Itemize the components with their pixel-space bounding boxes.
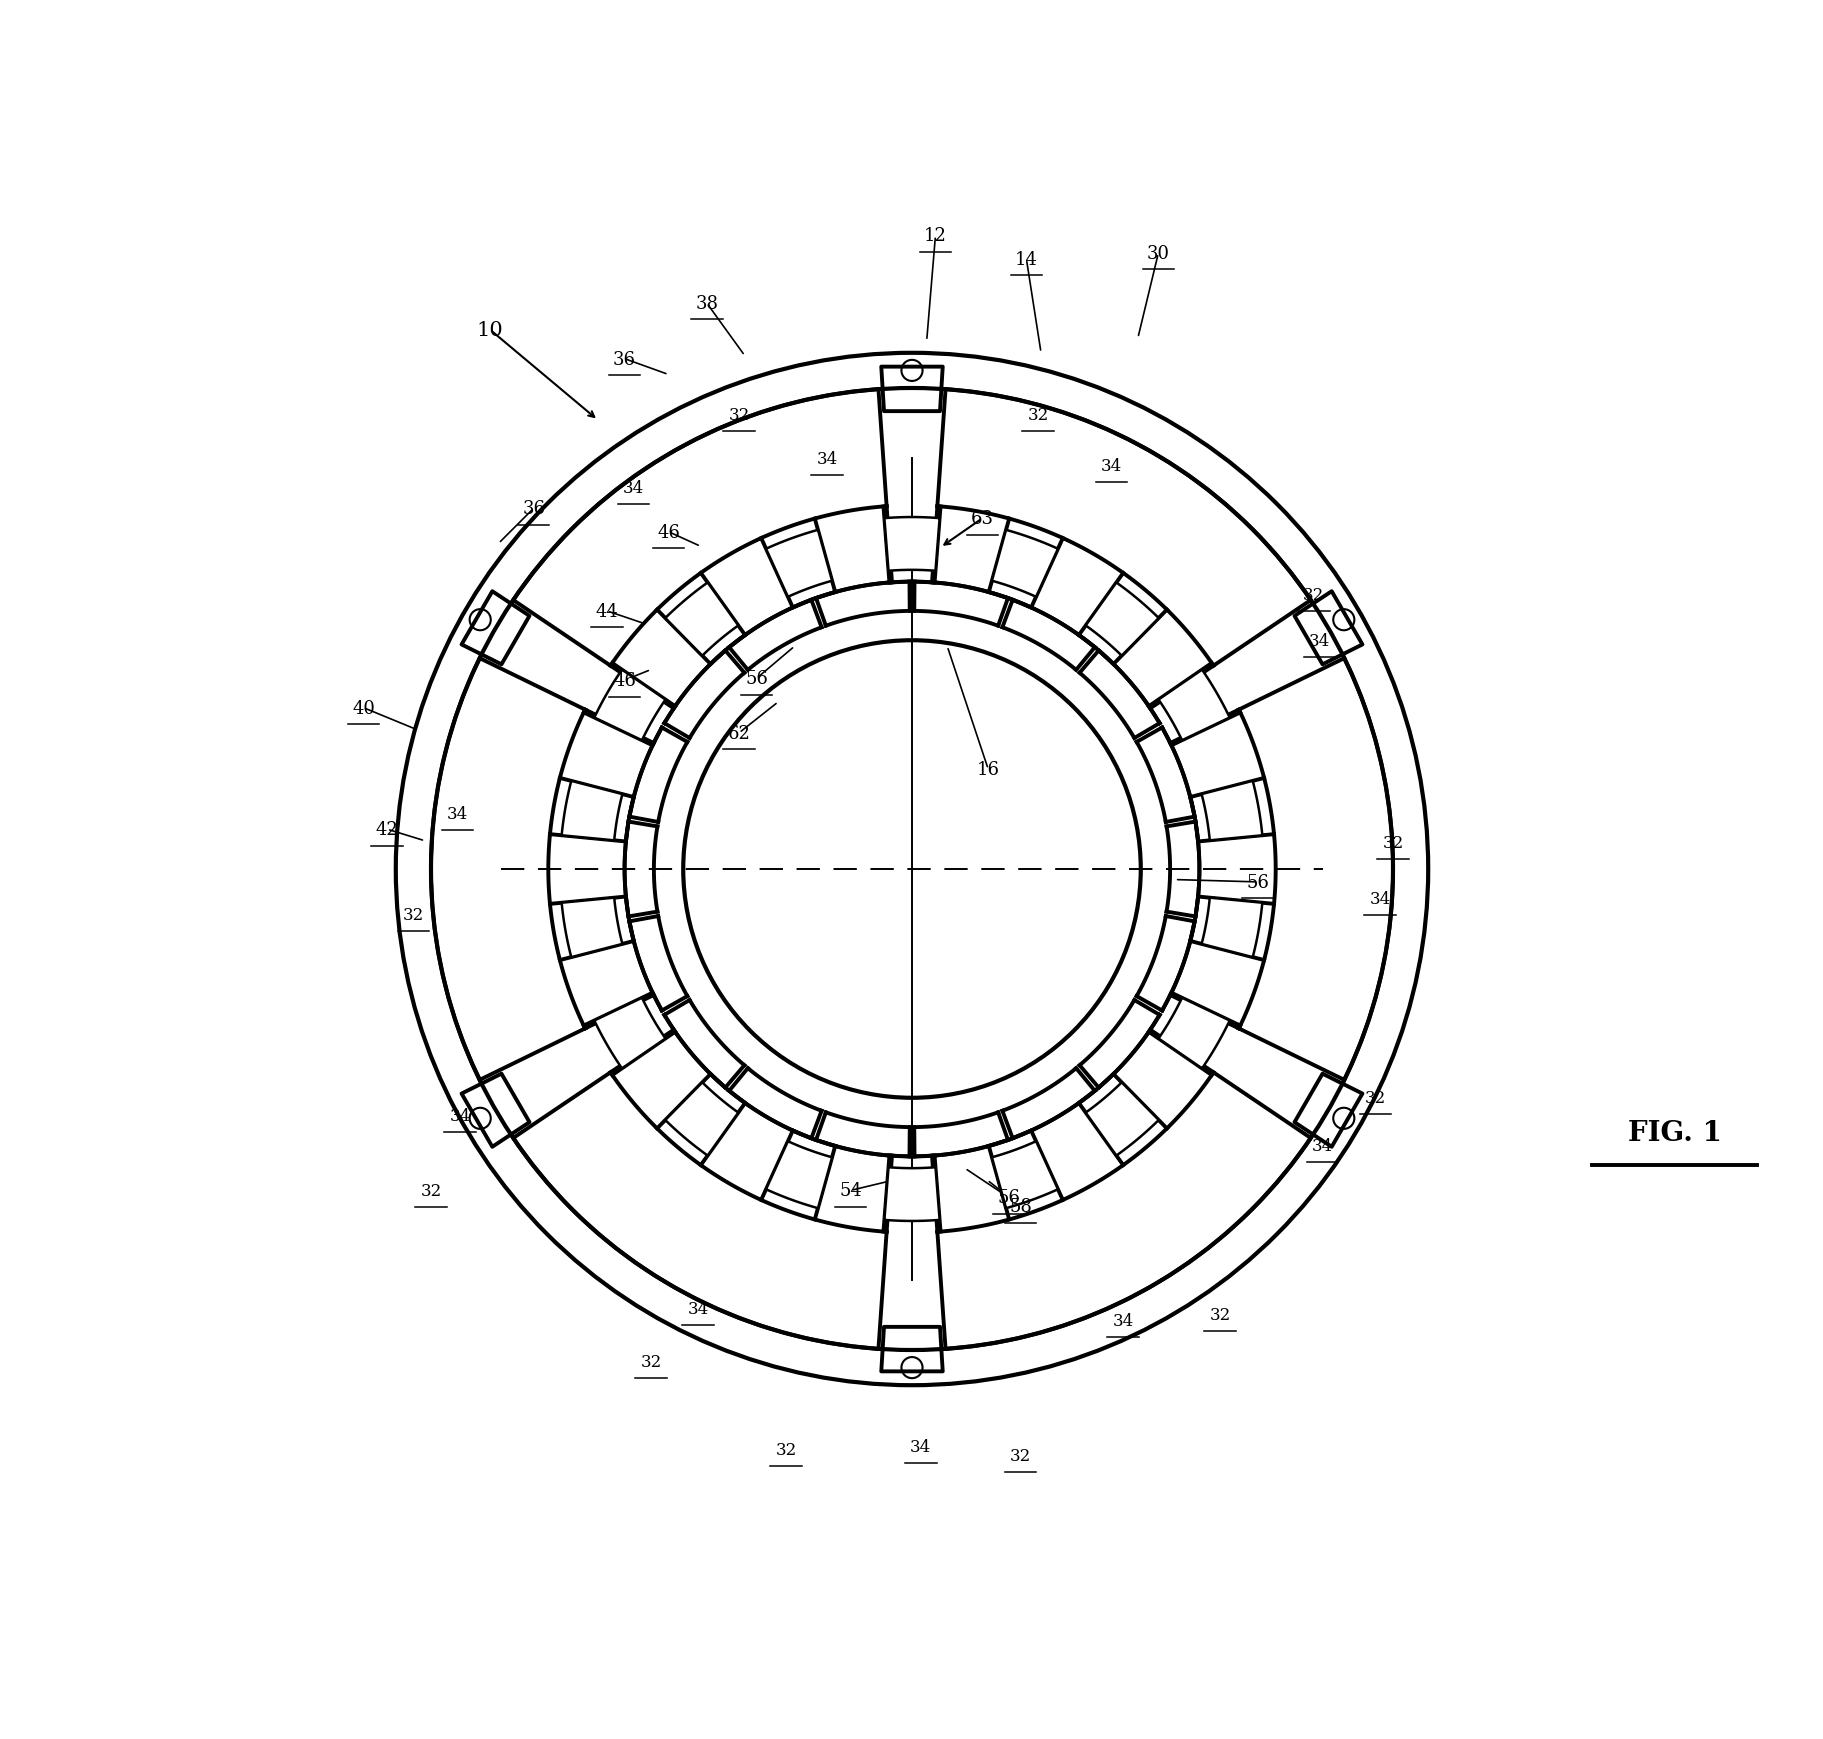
Text: 32: 32 [1302,586,1323,603]
Text: 34: 34 [450,1108,470,1123]
Polygon shape [1158,670,1229,741]
Text: 32: 32 [419,1183,441,1200]
Polygon shape [1158,998,1229,1069]
Text: 12: 12 [924,228,946,245]
Polygon shape [884,518,939,572]
Text: 46: 46 [656,523,680,541]
Polygon shape [1085,1083,1158,1156]
Text: FIG. 1: FIG. 1 [1626,1120,1721,1146]
Polygon shape [1201,897,1262,958]
Text: 62: 62 [727,725,749,743]
Polygon shape [884,1167,939,1221]
Polygon shape [1201,781,1262,842]
Text: 44: 44 [596,602,618,621]
Text: 56: 56 [1245,873,1269,892]
Text: 56: 56 [746,670,767,689]
Text: 42: 42 [376,821,397,838]
Text: 34: 34 [817,450,837,468]
Text: 32: 32 [1026,407,1048,424]
Text: 58: 58 [1008,1198,1032,1216]
Polygon shape [561,781,622,842]
Text: 10: 10 [476,320,503,339]
Polygon shape [766,1141,831,1209]
Polygon shape [766,530,831,598]
Text: 34: 34 [1311,1137,1333,1155]
Text: 36: 36 [613,351,636,369]
Text: 54: 54 [839,1183,860,1200]
Text: 34: 34 [1369,890,1389,908]
Text: 34: 34 [622,480,644,497]
Text: 32: 32 [403,906,423,923]
Text: 16: 16 [977,762,999,779]
Text: 34: 34 [447,805,469,823]
Text: 63: 63 [970,510,994,529]
Text: 32: 32 [1364,1090,1385,1106]
Text: 32: 32 [727,407,749,424]
Text: 32: 32 [640,1353,662,1370]
Polygon shape [1085,583,1158,656]
Text: 56: 56 [997,1189,1019,1207]
Text: 32: 32 [775,1442,797,1459]
Text: 34: 34 [1101,457,1121,475]
Text: 14: 14 [1014,250,1037,270]
Text: 32: 32 [1382,835,1404,852]
Polygon shape [992,530,1057,598]
Text: 30: 30 [1147,245,1169,263]
Polygon shape [992,1141,1057,1209]
Text: 38: 38 [695,296,718,313]
Polygon shape [665,1083,738,1156]
Polygon shape [665,583,738,656]
Text: 34: 34 [910,1438,932,1456]
Text: 34: 34 [1112,1313,1134,1329]
Polygon shape [594,670,665,741]
Polygon shape [594,998,665,1069]
Text: 34: 34 [687,1301,707,1318]
Text: 46: 46 [613,671,636,690]
Text: 36: 36 [521,499,545,518]
Text: 34: 34 [1309,633,1329,649]
Text: 32: 32 [1209,1306,1231,1323]
Text: 32: 32 [1010,1447,1030,1464]
Text: 40: 40 [352,699,376,716]
Polygon shape [561,897,622,958]
